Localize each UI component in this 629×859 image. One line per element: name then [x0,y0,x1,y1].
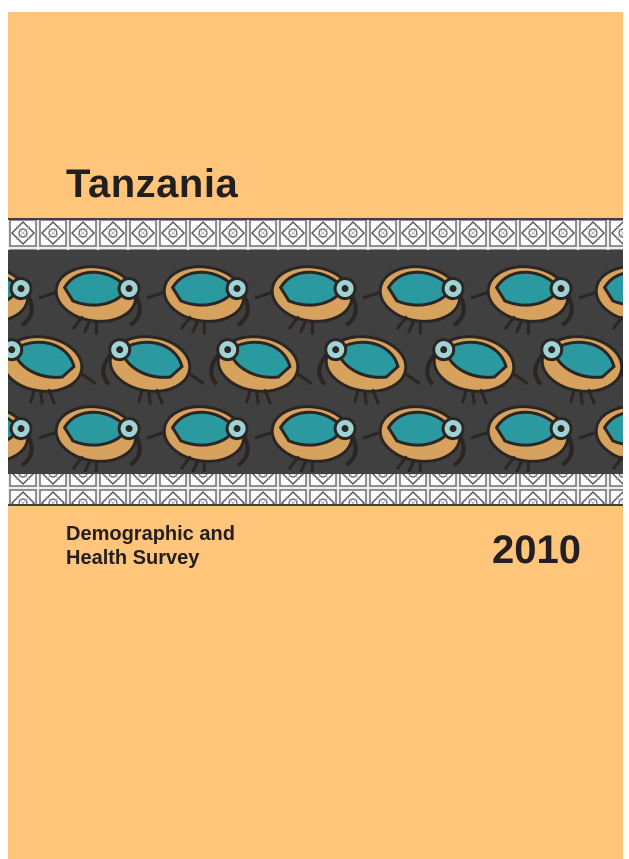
subtitle-line-1: Demographic and [66,523,235,545]
decorative-band [8,218,623,506]
cover-year: 2010 [492,528,581,572]
top-tile-border [8,220,623,250]
report-cover: Tanzania [8,12,623,859]
bottom-tile-border [8,474,623,504]
cover-subtitle: Demographic and Health Survey [66,522,235,570]
bird-pattern-illustration [8,218,623,506]
cover-title: Tanzania [66,162,239,206]
subtitle-line-2: Health Survey [66,547,200,569]
